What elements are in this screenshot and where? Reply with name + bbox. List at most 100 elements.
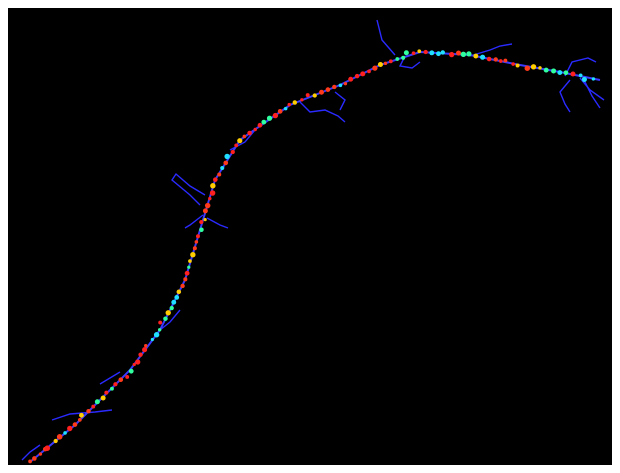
spot xyxy=(220,166,224,170)
spot xyxy=(511,62,515,66)
spot xyxy=(223,161,228,166)
spot xyxy=(151,338,154,341)
spot xyxy=(39,452,42,455)
spot xyxy=(503,59,507,63)
spot xyxy=(91,405,95,409)
spot xyxy=(525,65,530,70)
spot xyxy=(28,460,32,464)
spot xyxy=(273,113,278,118)
spot xyxy=(243,135,247,139)
spot xyxy=(288,103,291,106)
spot xyxy=(384,62,387,65)
spot xyxy=(95,399,100,404)
spot xyxy=(544,68,549,73)
spot xyxy=(63,431,67,435)
spot xyxy=(247,131,252,136)
spot xyxy=(163,316,167,320)
spot xyxy=(158,328,161,331)
spot xyxy=(208,197,211,200)
page: (() => { const pts = [[30,462],[75,425],… xyxy=(0,0,620,473)
spot xyxy=(441,50,445,54)
spot xyxy=(466,51,471,56)
spot xyxy=(531,64,536,69)
spot xyxy=(417,49,421,53)
spot xyxy=(494,57,498,61)
spot xyxy=(429,50,434,55)
spot xyxy=(473,54,478,59)
spot xyxy=(237,138,242,143)
spot xyxy=(461,52,466,57)
spot xyxy=(424,50,428,54)
spot xyxy=(261,120,266,125)
spot xyxy=(538,66,541,69)
spot xyxy=(118,377,123,382)
spot xyxy=(516,64,520,68)
spot xyxy=(79,413,84,418)
spot xyxy=(133,363,136,366)
spot xyxy=(180,284,184,288)
spot xyxy=(199,220,203,224)
spot xyxy=(210,183,215,188)
spot xyxy=(348,77,353,82)
spot xyxy=(582,77,587,82)
spot xyxy=(101,396,106,401)
spot xyxy=(313,93,317,97)
spot xyxy=(171,300,176,305)
spot xyxy=(564,70,569,75)
spot xyxy=(166,310,171,315)
spot xyxy=(487,57,492,62)
render-view xyxy=(0,0,620,473)
spot xyxy=(436,51,441,56)
spot xyxy=(258,123,263,128)
spot xyxy=(332,85,336,89)
spot xyxy=(254,128,257,131)
spot xyxy=(456,50,461,55)
spot xyxy=(104,391,108,395)
spot xyxy=(199,227,204,232)
spot xyxy=(344,82,347,85)
spot xyxy=(339,83,343,87)
spot xyxy=(551,68,556,73)
spot xyxy=(125,375,129,379)
spot xyxy=(378,62,383,67)
spot xyxy=(86,409,90,413)
spot xyxy=(78,418,82,422)
spot xyxy=(319,90,324,95)
spot xyxy=(158,321,162,325)
spot xyxy=(404,50,409,55)
spot xyxy=(129,369,134,374)
spot xyxy=(193,246,197,250)
spot xyxy=(170,306,174,310)
spot xyxy=(293,100,297,104)
spot xyxy=(113,382,117,386)
spot xyxy=(360,71,365,76)
spot xyxy=(217,172,221,176)
spot xyxy=(395,57,399,61)
spot xyxy=(177,290,182,295)
spot xyxy=(203,208,208,213)
spot xyxy=(372,66,377,71)
spot xyxy=(557,70,562,75)
spot xyxy=(306,93,310,97)
spot xyxy=(278,109,283,114)
spot xyxy=(73,422,78,427)
spot xyxy=(326,87,331,92)
spot xyxy=(188,259,192,263)
spot xyxy=(205,203,210,208)
spot xyxy=(412,51,416,55)
spot xyxy=(142,347,147,352)
spot xyxy=(195,240,199,244)
spot xyxy=(213,177,218,182)
spot xyxy=(45,445,51,451)
spot xyxy=(185,271,190,276)
spot xyxy=(480,55,485,60)
spot xyxy=(154,332,159,337)
spot xyxy=(54,439,58,443)
spot xyxy=(57,434,63,440)
spot xyxy=(231,150,235,154)
spot xyxy=(196,234,200,238)
spot xyxy=(300,98,303,101)
spot xyxy=(144,344,147,347)
spot xyxy=(187,266,190,269)
spot xyxy=(284,107,288,111)
